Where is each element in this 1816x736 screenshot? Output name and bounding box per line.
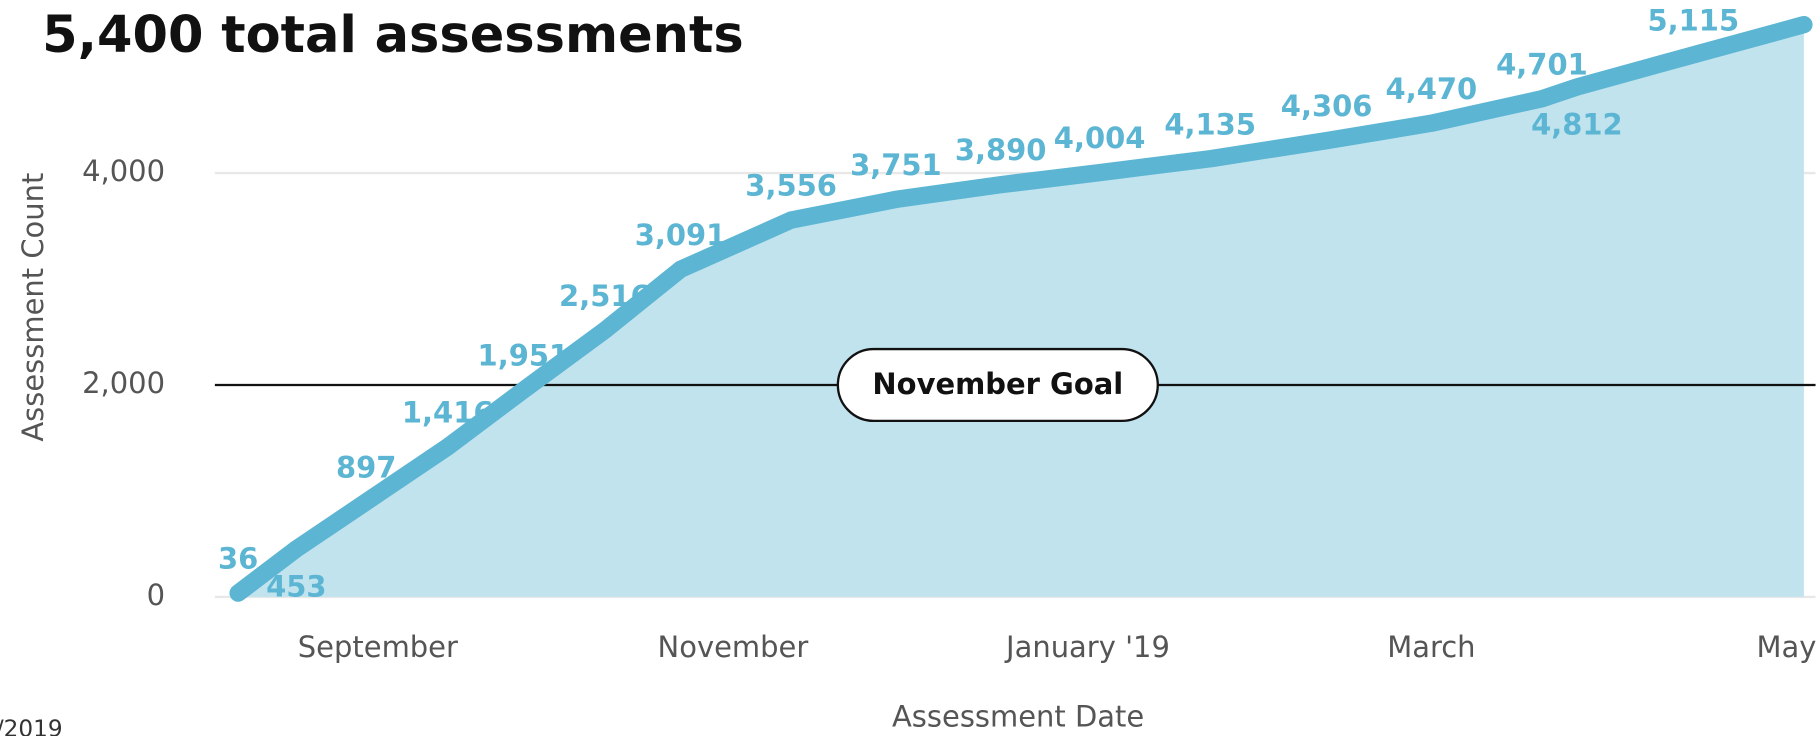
data-label: 4,701 [1496,47,1588,81]
goal-box [836,347,1159,423]
x-tick-label: November [658,630,809,664]
x-axis-title: Assessment Date [892,700,1144,734]
y-tick-label: 2,000 [82,366,165,400]
x-tick-label: January '19 [1004,630,1170,664]
goal-label: November Goal [872,367,1123,401]
footer: /2019 [0,716,63,736]
data-label: 4,004 [1054,121,1146,155]
data-label: 36 [218,542,258,576]
data-label: 4,812 [1531,107,1623,141]
data-label: 4,135 [1164,107,1256,141]
data-label: 5,115 [1647,3,1739,37]
y-axis-title: Assessment Count [16,173,50,442]
line [229,15,1813,602]
area [238,24,1804,597]
x-tick-label: September [298,630,458,664]
x-tick-label: March [1387,630,1475,664]
y-tick-label: 0 [147,578,165,612]
y-tick-label: 4,000 [82,154,165,188]
data-label: 4,306 [1281,89,1373,123]
x-tick-label: May [1756,630,1816,664]
data-label: 3,890 [955,133,1047,167]
data-label: 4,470 [1386,72,1478,106]
data-label: 3,751 [850,148,942,182]
data-label: 3,556 [745,169,837,203]
chart-title: 5,400 total assessments [42,6,744,65]
